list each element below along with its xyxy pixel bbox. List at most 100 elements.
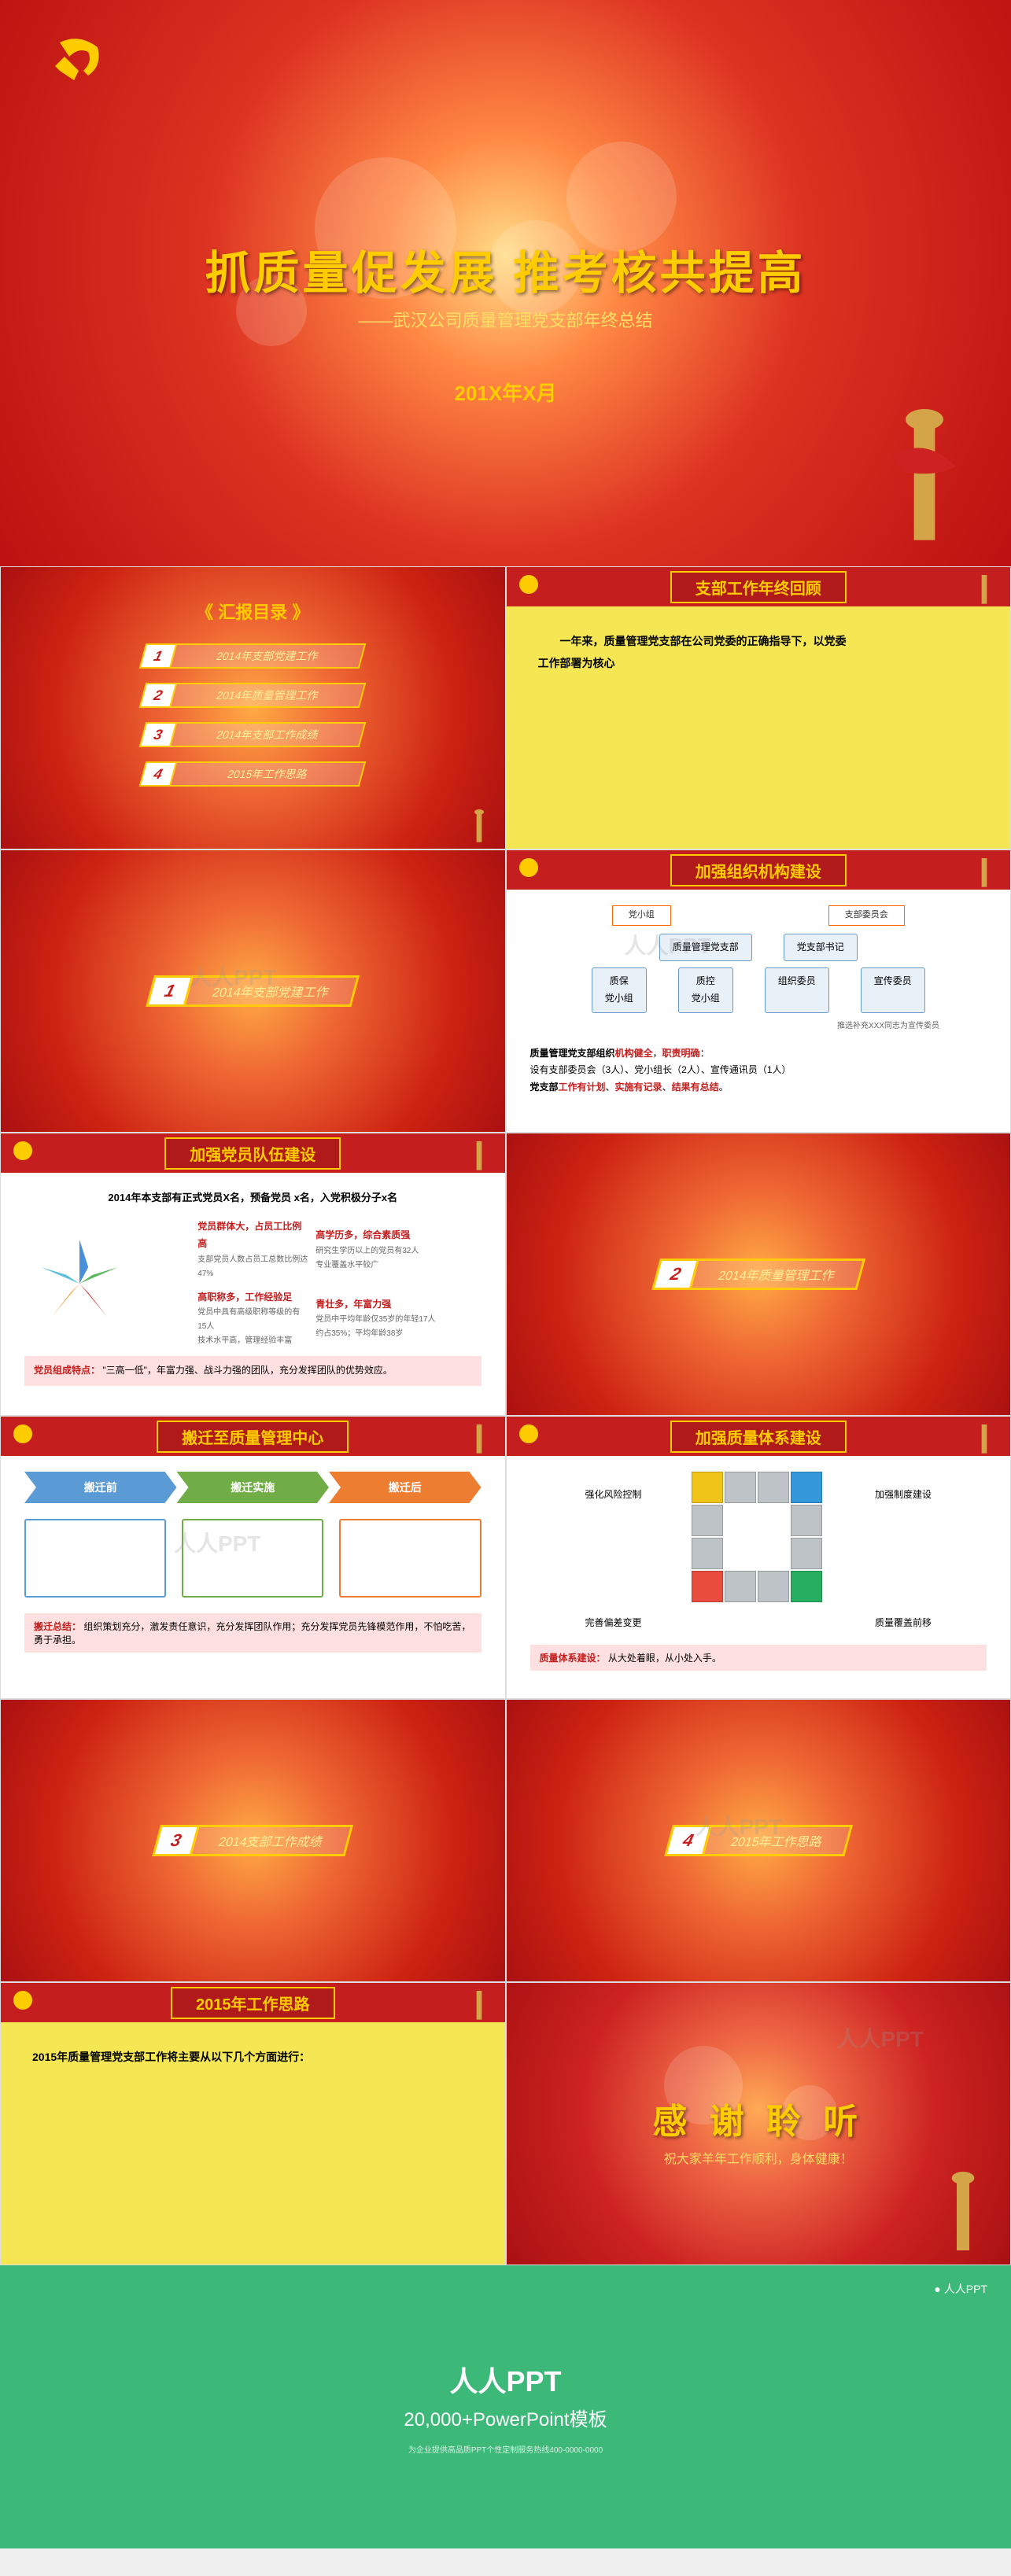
toc-title: 《 汇报目录 》 [1,599,505,624]
slide-header: 支部工作年终回顾 [507,567,1011,606]
section-banner: 1 2014年支部党建工作 [146,975,360,1007]
body-text: 一年来，质量管理党支部在公司党委的正确指导下，以党委 [538,630,980,652]
cube-label: 完善偏差变更 [585,1616,642,1629]
arrow-box: 搬迁后 [329,1472,482,1503]
slide-body: 2014年本支部有正式党员X名，预备党员 x名，入党积极分子x名 党员群体大，占… [1,1173,505,1402]
toc-item: 32014年支部工作成绩 [139,722,367,747]
cube [758,1571,789,1602]
slide-move: 搬迁至质量管理中心 搬迁前 搬迁实施 搬迁后 搬迁总结： 组织策划充分，激发责任… [0,1416,506,1699]
slide-title: 加强党员队伍建设 [164,1137,341,1170]
slide-section4: 4 2015年工作思路 人人PPT [506,1699,1011,1982]
cube-label: 强化风险控制 [585,1487,642,1501]
section-banner: 3 2014支部工作成绩 [153,1825,353,1856]
cube [758,1505,789,1536]
cube [758,1472,789,1503]
slide-team: 加强党员队伍建设 2014年本支部有正式党员X名，预备党员 x名，入党积极分子x… [0,1133,506,1416]
cube [692,1571,723,1602]
slide-body: 一年来，质量管理党支部在公司党委的正确指导下，以党委 工作部署为核心 [507,606,1011,849]
content-box [24,1519,166,1598]
hero-subtitle: ——武汉公司质量管理党支部年终总结 [0,307,1011,332]
quad-tr: 高学历多，综合素质强 研究生学历以上的党员有32人 专业覆盖水平较广 [315,1227,481,1273]
huabiao-pillar-icon [869,393,980,551]
hero-date: 201X年X月 [0,378,1011,407]
cube [725,1538,756,1569]
slide-header: 2015年工作思路 [1,1983,505,2022]
slide-header: 搬迁至质量管理中心 [1,1417,505,1456]
org-group-label: 党小组 [612,905,671,926]
slide-title: 支部工作年终回顾 [670,571,847,603]
toc-label: 2014年支部党建工作 [171,643,367,669]
team-headline: 2014年本支部有正式党员X名，预备党员 x名，入党积极分子x名 [24,1188,482,1207]
org-box: 组织委员 [765,967,829,1012]
huabiao-pillar-icon [965,850,1004,890]
section-banner: 2 2014年质量管理工作 [651,1259,865,1290]
slide-title: 加强组织机构建设 [670,854,847,886]
watermark: 人人PPT [837,2022,924,2054]
quad-br: 青壮多，年富力强 党员中平均年龄仅35岁的年轻17人 约占35%；平均年龄38岁 [315,1296,481,1342]
section-banner: 4 2015年工作思路 [664,1825,852,1856]
body-text: 2015年质量管理党支部工作将主要从以下几个方面进行： [32,2046,474,2068]
section-label: 2015年工作思路 [703,1825,852,1856]
party-emblem-icon [7,1135,39,1166]
toc-label: 2015年工作思路 [171,761,367,787]
slide-grid: 《 汇报目录 》 12014年支部党建工作 22014年质量管理工作 32014… [0,566,1011,2548]
thanks-title: 感 谢 聆 听 [507,2093,1011,2143]
org-chart: 质量管理党支部 党支部书记 质保 党小组 质控 党小组 组织委员 宣传委员 推选… [530,934,987,1034]
cube [791,1571,822,1602]
org-note: 推选补充XXX同志为宣传委员 [837,1019,939,1034]
huabiao-pillar-icon [965,567,1004,606]
slide-review: 支部工作年终回顾 一年来，质量管理党支部在公司党委的正确指导下，以党委 工作部署… [506,566,1011,849]
slide-thanks: 感 谢 聆 听 祝大家羊年工作顺利，身体健康！ 人人PPT [506,1982,1011,2265]
huabiao-pillar-icon [932,2162,994,2257]
slide-toc: 《 汇报目录 》 12014年支部党建工作 22014年质量管理工作 32014… [0,566,506,849]
toc-item: 12014年支部党建工作 [139,643,367,669]
arrow-box: 搬迁前 [24,1472,177,1503]
org-box: 质控 党小组 [678,967,733,1012]
org-row: 质保 党小组 质控 党小组 组织委员 宣传委员 [592,967,925,1012]
party-emblem-icon [513,1418,544,1450]
slide-quality: 加强质量体系建设 强化风险控制 加强制度建设 完善偏差变更 质量覆盖前移 质量体… [506,1416,1011,1699]
footer-small: 为企业提供高品质PPT个性定制服务热线400-0000-0000 [408,2443,603,2455]
slide-title: 加强质量体系建设 [670,1421,847,1453]
huabiao-pillar-icon [459,1983,499,2022]
footer-brand: 人人PPT [449,2359,561,2400]
huabiao-pillar-icon [965,1417,1004,1456]
content-box [182,1519,323,1598]
arrow-row: 搬迁前 搬迁实施 搬迁后 [24,1472,482,1503]
move-summary: 搬迁总结： 组织策划充分，激发责任意识，充分发挥团队作用；充分发挥党员先锋模范作… [24,1613,482,1653]
slide-2015: 2015年工作思路 2015年质量管理党支部工作将主要从以下几个方面进行： [0,1982,506,2265]
cube [692,1538,723,1569]
cube-label: 质量覆盖前移 [875,1616,932,1629]
huabiao-pillar-icon [459,805,499,845]
team-summary: 党员组成特点： "三高一低"，年富力强、战斗力强的团队，充分发挥团队的优势效应。 [24,1356,482,1386]
slide-title: 搬迁至质量管理中心 [157,1421,349,1453]
org-labels: 党小组 支部委员会 [530,905,987,926]
cube [692,1505,723,1536]
cube [725,1472,756,1503]
org-row: 质量管理党支部 党支部书记 [659,934,858,962]
cube [692,1472,723,1503]
slide-body: 党小组 支部委员会 质量管理党支部 党支部书记 质保 党小组 质控 党小组 组织… [507,890,1011,1111]
quad-bl: 高职称多，工作经验足 党员中具有高级职称等级的有15人 技术水平高，管理经验丰富 [197,1289,308,1349]
content-box [339,1519,481,1598]
box-row [24,1519,482,1598]
arrow-box: 搬迁实施 [177,1472,330,1503]
slide-header: 加强质量体系建设 [507,1417,1011,1456]
cube [791,1472,822,1503]
cube [725,1505,756,1536]
team-quad: 党员群体大，占员工比例高 支部党员人数占员工总数比例达47% 高学历多，综合素质… [24,1218,482,1348]
slide-section1: 1 2014年支部党建工作 人人PPT [0,849,506,1133]
cube [791,1538,822,1569]
org-group-label: 支部委员会 [828,905,905,926]
hero-slide: 抓质量促发展 推考核共提高 ——武汉公司质量管理党支部年终总结 201X年X月 [0,0,1011,566]
quality-summary: 质量体系建设： 从大处着眼，从小处入手。 [530,1645,987,1671]
party-emblem-icon [7,1985,39,2016]
toc-list: 12014年支部党建工作 22014年质量管理工作 32014年支部工作成绩 4… [1,643,505,787]
party-emblem-icon [31,24,126,118]
org-box: 党支部书记 [784,934,858,962]
body-text: 工作部署为核心 [538,652,980,674]
huabiao-pillar-icon [459,1133,499,1173]
hero-title: 抓质量促发展 推考核共提高 [0,236,1011,302]
slide-header: 加强党员队伍建设 [1,1133,505,1173]
party-emblem-icon [513,852,544,883]
